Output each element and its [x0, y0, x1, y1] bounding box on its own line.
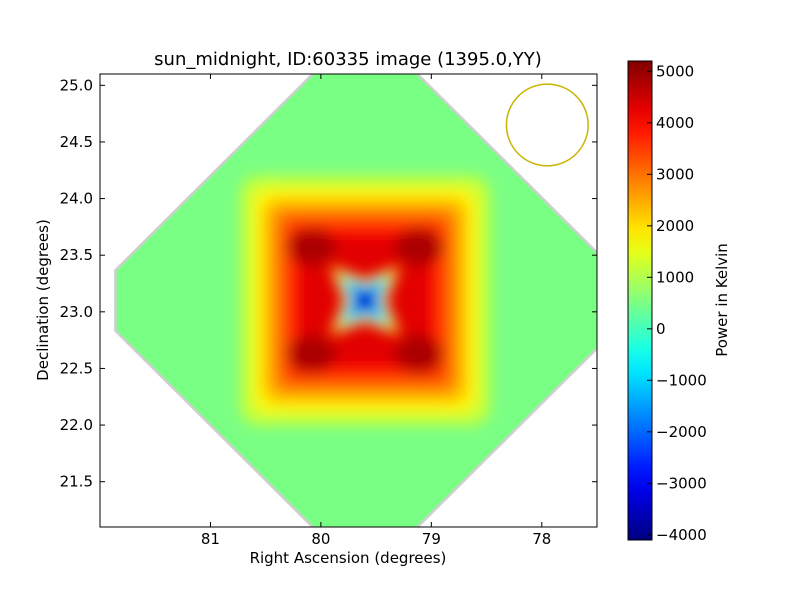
y-tick-label: 24.5 — [60, 133, 93, 151]
x-tick-label: 81 — [201, 530, 220, 548]
chart-title: sun_midnight, ID:60335 image (1395.0,YY) — [154, 49, 542, 70]
colorbar: −4000 −3000 −2000 −1000 0 1000 2000 3000 4000 500… — [627, 60, 731, 544]
colorbar-tick-label: 5000 — [656, 62, 694, 80]
colorbar-ticks: −4000 −3000 −2000 −1000 0 1000 2000 3000 4000 500… — [647, 62, 707, 544]
plot-area — [100, 74, 597, 527]
y-tick-label: 21.5 — [60, 473, 93, 491]
y-tick-label: 23.0 — [60, 303, 93, 321]
beam-circle — [505, 83, 589, 167]
colorbar-tick-label: 2000 — [656, 217, 694, 235]
colorbar-tick-label: −3000 — [656, 474, 707, 492]
x-tick-label: 80 — [311, 530, 330, 548]
source-lobe — [394, 334, 443, 373]
colorbar-tick-label: −1000 — [656, 371, 707, 389]
source-core — [328, 264, 402, 337]
y-tick-label: 24.0 — [60, 190, 93, 208]
y-tick-label: 22.5 — [60, 359, 93, 377]
y-axis: 21.5 22.0 22.5 23.0 23.5 24.0 24.5 25.0 — [60, 76, 597, 491]
x-tick-label: 79 — [422, 530, 441, 548]
colorbar-tick-label: 3000 — [656, 165, 694, 183]
x-axis-label: Right Ascension (degrees) — [250, 549, 447, 567]
source-lobe — [394, 228, 443, 267]
colorbar-tick-label: 1000 — [656, 268, 694, 286]
plot-frame — [99, 73, 598, 528]
source-lobe — [287, 334, 336, 373]
colorbar-tick-label: 0 — [656, 320, 666, 338]
x-tick-label: 78 — [532, 530, 551, 548]
source-core-level — [359, 294, 371, 307]
colorbar-tick-label: −2000 — [656, 423, 707, 441]
x-axis: 81 80 79 78 — [201, 74, 551, 548]
colorbar-tick-label: −4000 — [656, 526, 707, 544]
y-tick-label: 22.0 — [60, 416, 93, 434]
source-lobe — [287, 228, 336, 267]
y-tick-label: 23.5 — [60, 246, 93, 264]
colorbar-tick-label: 4000 — [656, 114, 694, 132]
colorbar-label: Power in Kelvin — [713, 243, 731, 357]
y-tick-label: 25.0 — [60, 76, 93, 94]
y-axis-label: Declination (degrees) — [34, 219, 52, 381]
colorbar-gradient — [627, 60, 653, 541]
